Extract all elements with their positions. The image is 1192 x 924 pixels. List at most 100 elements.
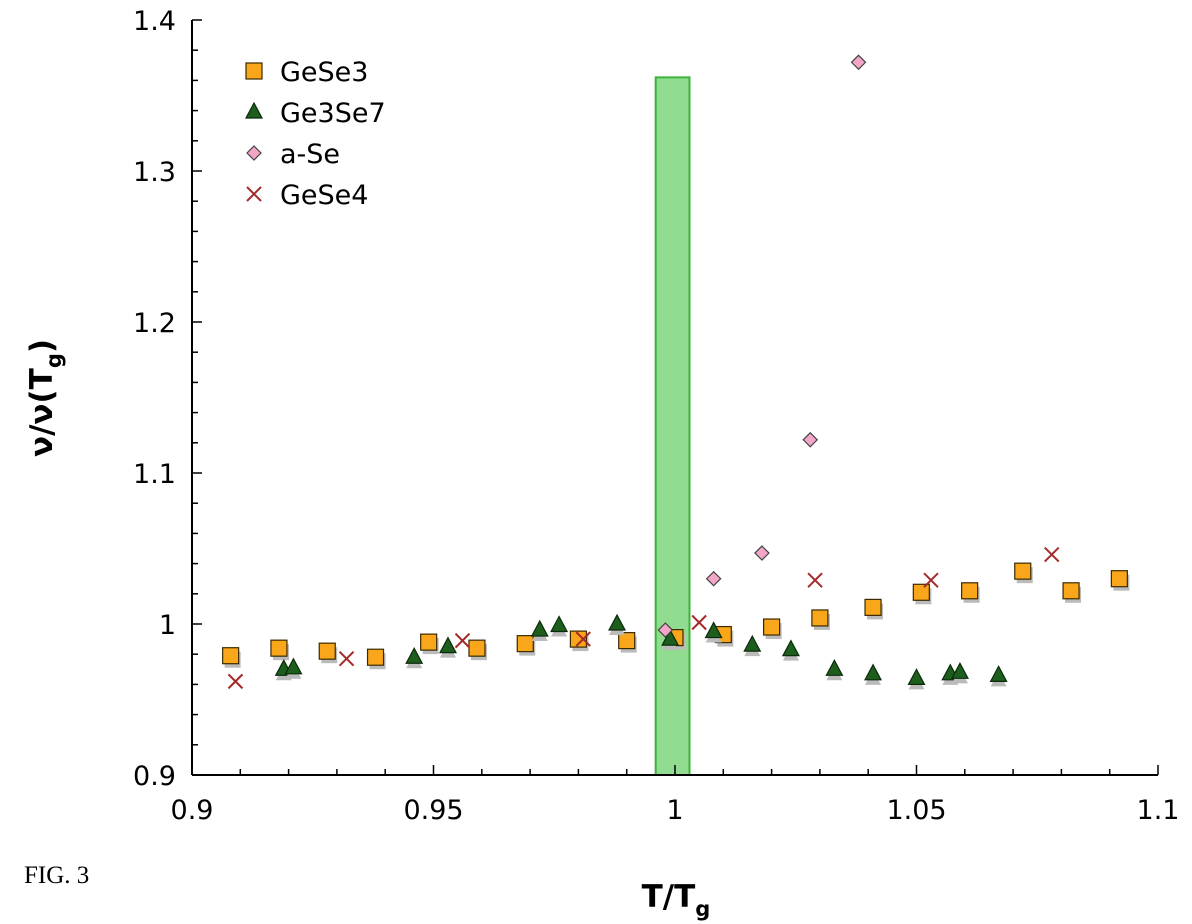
data-point-GeSe3 bbox=[468, 639, 487, 661]
marker-shape bbox=[405, 646, 424, 664]
marker-shape bbox=[864, 598, 882, 616]
data-point-GeSe3 bbox=[318, 642, 338, 664]
legend-label: a-Se bbox=[280, 139, 340, 170]
x-tick-label: 0.9 bbox=[171, 795, 214, 826]
data-point-GeSe3 bbox=[222, 647, 241, 668]
data-point-GeSe4 bbox=[807, 572, 823, 588]
marker-stroke bbox=[923, 572, 939, 588]
x-tick-label: 1.05 bbox=[886, 795, 946, 826]
data-point-a-Se bbox=[850, 54, 867, 71]
legend-item-GeSe3: GeSe3 bbox=[245, 57, 368, 88]
data-point-GeSe3 bbox=[864, 598, 884, 620]
legend-item-GeSe4: GeSe4 bbox=[246, 180, 368, 211]
legend-label: GeSe4 bbox=[280, 180, 368, 211]
figure-label: FIG. 3 bbox=[24, 862, 90, 889]
highlight-band-layer bbox=[654, 76, 691, 776]
marker-shape bbox=[961, 582, 979, 600]
legend-marker bbox=[245, 62, 263, 80]
data-point-GeSe3 bbox=[1014, 562, 1033, 584]
marker-shape bbox=[1014, 562, 1032, 580]
data-point-Ge3Se7 bbox=[530, 619, 549, 642]
x-tick-label: 0.95 bbox=[403, 795, 463, 826]
x-tick-label: 1.1 bbox=[1137, 795, 1180, 826]
marker-shape bbox=[318, 642, 336, 660]
marker-shape bbox=[781, 639, 800, 657]
marker-shape bbox=[420, 633, 438, 651]
marker-shape bbox=[657, 622, 674, 638]
data-point-Ge3Se7 bbox=[989, 665, 1008, 687]
data-point-GeSe3 bbox=[420, 633, 439, 655]
data-point-GeSe4 bbox=[338, 651, 355, 667]
y-tick-label: 1 bbox=[159, 610, 176, 641]
marker-shape bbox=[270, 639, 288, 657]
legend-item-Ge3Se7: Ge3Se7 bbox=[245, 98, 386, 129]
marker-shape bbox=[1110, 570, 1128, 588]
marker-shape bbox=[246, 145, 262, 161]
data-point-GeSe3 bbox=[762, 618, 782, 640]
marker-shape bbox=[284, 657, 303, 675]
axes-layer bbox=[191, 19, 1159, 776]
y-tick-label: 1.3 bbox=[133, 157, 176, 188]
data-point-GeSe4 bbox=[691, 614, 707, 631]
marker-stroke bbox=[227, 673, 244, 690]
marker-shape bbox=[468, 639, 486, 657]
legend-label: Ge3Se7 bbox=[280, 98, 386, 129]
data-point-GeSe3 bbox=[516, 635, 536, 656]
marker-shape bbox=[912, 583, 930, 601]
data-point-GeSe4 bbox=[227, 673, 244, 690]
marker-shape bbox=[864, 663, 883, 681]
tick-labels-layer: 0.9 0.95 1 1.05 1.1 0.9 1 1.1 1.2 1.3 1.4 bbox=[133, 6, 1179, 826]
marker-shape bbox=[245, 101, 263, 119]
data-point-Ge3Se7 bbox=[405, 646, 424, 669]
series-GeSe4 bbox=[227, 546, 1060, 690]
data-point-a-Se bbox=[754, 545, 770, 561]
marker-stroke bbox=[691, 614, 707, 631]
series-a-Se bbox=[657, 54, 867, 638]
data-point-GeSe4 bbox=[454, 632, 471, 649]
highlight-band bbox=[654, 76, 691, 776]
series-Ge3Se7 bbox=[274, 613, 1008, 690]
marker-stroke bbox=[575, 631, 591, 647]
marker-shape bbox=[222, 647, 240, 665]
data-point-Ge3Se7 bbox=[825, 659, 844, 681]
marker-shape bbox=[950, 662, 969, 679]
marker-shape bbox=[704, 621, 723, 639]
marker-shape bbox=[1062, 582, 1080, 600]
data-point-GeSe3 bbox=[811, 609, 830, 630]
data-point-GeSe3 bbox=[961, 582, 980, 603]
marker-shape bbox=[825, 659, 844, 676]
legend-marker bbox=[246, 145, 262, 161]
legend-label: GeSe3 bbox=[280, 57, 368, 88]
data-point-GeSe4 bbox=[923, 572, 939, 588]
data-point-GeSe3 bbox=[912, 583, 932, 605]
data-point-a-Se bbox=[705, 570, 722, 587]
marker-stroke bbox=[338, 651, 355, 667]
marker-shape bbox=[569, 630, 588, 648]
data-point-Ge3Se7 bbox=[950, 662, 969, 684]
marker-shape bbox=[754, 545, 770, 561]
data-point-Ge3Se7 bbox=[907, 668, 926, 690]
data-point-Ge3Se7 bbox=[550, 615, 569, 637]
marker-shape bbox=[438, 636, 457, 654]
marker-shape bbox=[762, 618, 781, 636]
data-point-GeSe3 bbox=[366, 648, 386, 670]
legend-marker bbox=[246, 186, 262, 202]
marker-shape bbox=[850, 54, 867, 71]
data-points-layer bbox=[222, 54, 1130, 690]
marker-shape bbox=[802, 431, 819, 448]
y-tick-label: 0.9 bbox=[133, 761, 176, 792]
marker-shape bbox=[811, 609, 829, 627]
x-axis-title: T/Tg bbox=[642, 879, 711, 921]
marker-shape bbox=[989, 665, 1008, 682]
marker-shape bbox=[550, 615, 569, 633]
marker-stroke bbox=[246, 186, 262, 202]
data-point-Ge3Se7 bbox=[704, 621, 723, 643]
data-point-Ge3Se7 bbox=[608, 613, 627, 635]
data-point-GeSe3 bbox=[1062, 582, 1082, 603]
series-GeSe3 bbox=[222, 562, 1130, 670]
marker-shape bbox=[705, 570, 722, 587]
marker-shape bbox=[661, 628, 680, 646]
data-point-GeSe4 bbox=[575, 631, 591, 647]
data-point-GeSe3 bbox=[1110, 570, 1130, 591]
marker-stroke bbox=[807, 572, 823, 588]
